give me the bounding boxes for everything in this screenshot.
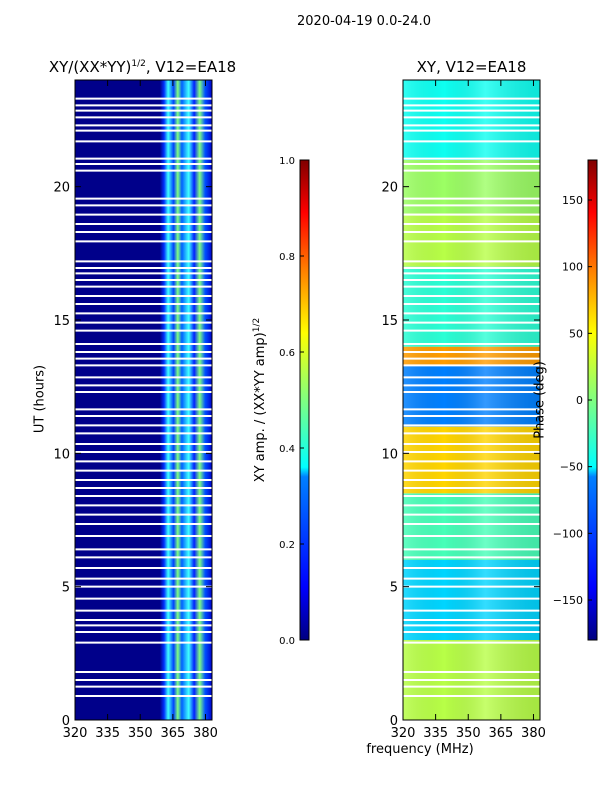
amp-cbar-label-main: XY amp. / (XX*YY amp) [253,332,269,483]
x-tick-label: 335 [95,726,120,741]
amp-colorbar-label: XY amp. / (XX*YY amp)1/2 [252,318,268,482]
x-tick-label: 335 [423,726,448,741]
right-flag-lines [403,97,540,697]
y-tick-label: 5 [62,581,70,596]
figure-title: 2020-04-19 0.0-24.0 [297,14,431,29]
x-tick-label: 320 [63,726,88,741]
x-tick-label: 320 [391,726,416,741]
amp-colorbar [299,159,310,641]
x-tick-label: 350 [456,726,481,741]
left-axis-ticks: 320 335 350 365 380 0 5 10 15 20 [53,80,218,741]
y-tick-label: 0 [390,714,398,729]
right-axis-ticks: 320 335 350 365 380 0 5 10 15 20 [381,80,546,741]
right-plot-frame [402,79,541,721]
right-texture [403,80,540,720]
phase-cbar-tick-label: 150 [562,194,583,207]
y-tick-label: 10 [381,447,398,462]
left-plot-frame [74,79,213,721]
x-tick-label: 380 [193,726,218,741]
y-tick-label: 20 [53,181,70,196]
amp-cbar-tick-label: 1.0 [279,156,295,167]
phase-cbar-tick-label: 0 [576,394,583,407]
amp-colorbar-ticks: 0.0 0.2 0.4 0.6 0.8 1.0 [279,156,304,647]
amp-cbar-tick-label: 0.6 [279,348,295,359]
y-tick-label: 20 [381,181,398,196]
y-tick-label: 15 [381,314,398,329]
right-xlabel: frequency (MHz) [366,742,474,757]
right-panel-title: XY, V12=EA18 [416,58,527,76]
left-flag-lines [75,97,212,697]
phase-cbar-tick-label: 100 [562,261,583,274]
x-tick-label: 380 [521,726,546,741]
y-tick-label: 0 [62,714,70,729]
phase-cbar-tick-label: −50 [560,461,583,474]
x-tick-label: 350 [128,726,153,741]
left-panel-title: XY/(XX*YY)1/2, V12=EA18 [30,58,255,76]
phase-colorbar-label: Phase (deg) [532,361,548,439]
amp-cbar-label-sup: 1/2 [251,317,262,333]
left-plot-area [75,80,212,720]
y-tick-label: 15 [53,314,70,329]
amp-cbar-tick-label: 0.4 [279,444,295,455]
left-title-main: XY/(XX*YY) [48,58,132,76]
phase-colorbar-ticks: −150 −100 −50 0 50 100 150 [553,194,592,607]
x-tick-label: 365 [488,726,513,741]
left-title-rest: , V12=EA18 [145,58,237,76]
phase-cbar-tick-label: −100 [553,527,583,540]
y-tick-label: 5 [390,581,398,596]
y-tick-label: 10 [53,447,70,462]
phase-cbar-tick-label: −150 [553,594,583,607]
amp-cbar-tick-label: 0.0 [279,636,295,647]
phase-cbar-tick-label: 50 [569,327,583,340]
amp-cbar-tick-label: 0.2 [279,540,295,551]
left-title-sup: 1/2 [131,59,146,69]
amp-cbar-tick-label: 0.8 [279,252,295,263]
x-tick-label: 365 [160,726,185,741]
